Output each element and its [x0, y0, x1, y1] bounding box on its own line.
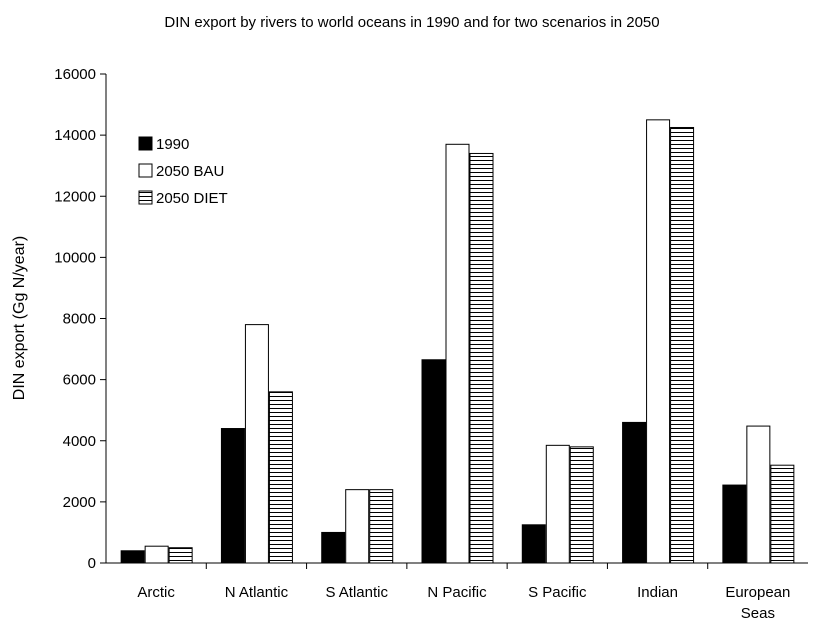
bar-horizontal-stripes [670, 126, 695, 564]
bar-horizontal-stripes [469, 152, 494, 564]
bar-white [545, 444, 570, 564]
y-tick-label: 2000 [63, 494, 96, 511]
bar-white [746, 425, 771, 564]
y-tick-label: 8000 [63, 311, 96, 328]
bar-solid-black [521, 524, 546, 564]
x-tick-label: Arctic [137, 584, 175, 601]
legend-label: 2050 DIET [156, 190, 228, 207]
x-tick-label: S Atlantic [325, 584, 388, 601]
y-tick-label: 14000 [54, 127, 96, 144]
bar-horizontal-stripes [770, 464, 795, 564]
y-tick-label: 16000 [54, 66, 96, 83]
bar-horizontal-stripes [569, 446, 594, 564]
bar-solid-black [622, 421, 647, 564]
bar-white [144, 545, 169, 564]
bar-solid-black [220, 428, 245, 564]
legend-swatch [138, 136, 153, 151]
y-tick-label: 12000 [54, 188, 96, 205]
bar-horizontal-stripes [369, 489, 394, 564]
plot-area: 0 2000 4000 6000 8000 10000 12000 14000 16000 Arc… [54, 66, 808, 622]
x-tick-label: Indian [637, 584, 678, 601]
legend-swatch [138, 190, 153, 205]
x-tick-label: N Atlantic [225, 584, 289, 601]
bar-white [445, 143, 470, 564]
x-tick-label: N Pacific [427, 584, 487, 601]
bar-solid-black [421, 359, 446, 564]
chart-title: DIN export by rivers to world oceans in … [164, 14, 659, 31]
legend-label: 2050 BAU [156, 163, 224, 180]
x-tick-label: S Pacific [528, 584, 587, 601]
legend: 1990 2050 BAU 2050 DIET [138, 136, 228, 207]
bar-white [244, 324, 269, 564]
bar-white [646, 119, 671, 564]
y-tick-label: 6000 [63, 372, 96, 389]
x-tick-label-line2: Seas [741, 605, 775, 622]
bar-solid-black [722, 484, 747, 564]
x-tick-label: European [725, 584, 790, 601]
bar-solid-black [120, 550, 145, 564]
bar-horizontal-stripes [168, 547, 193, 564]
y-tick-label: 0 [88, 555, 96, 572]
legend-label: 1990 [156, 136, 189, 153]
bar-horizontal-stripes [268, 391, 293, 564]
bar-white [345, 489, 370, 564]
y-axis-label: DIN export (Gg N/year) [11, 236, 28, 400]
bar-solid-black [321, 531, 346, 564]
legend-swatch [138, 163, 153, 178]
y-tick-label: 10000 [54, 249, 96, 266]
y-tick-label: 4000 [63, 433, 96, 450]
